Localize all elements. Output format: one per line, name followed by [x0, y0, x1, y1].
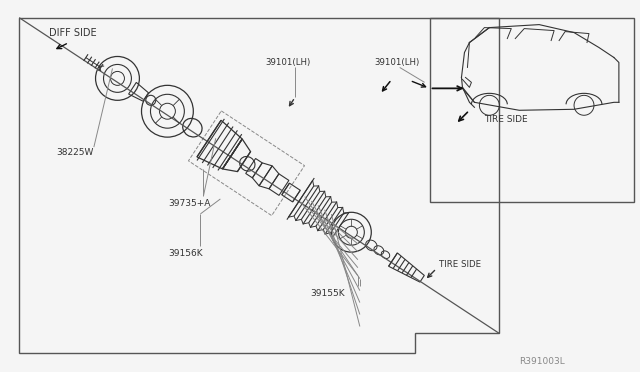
Text: 39735+A: 39735+A	[168, 199, 211, 208]
Text: 39101(LH): 39101(LH)	[265, 58, 310, 67]
Text: TIRE SIDE: TIRE SIDE	[438, 260, 481, 269]
Text: 39156K: 39156K	[168, 249, 203, 258]
Text: TIRE SIDE: TIRE SIDE	[484, 115, 528, 124]
Text: R391003L: R391003L	[519, 357, 565, 366]
Text: 38225W: 38225W	[56, 148, 93, 157]
Text: DIFF SIDE: DIFF SIDE	[49, 28, 97, 38]
Text: 39101(LH): 39101(LH)	[375, 58, 420, 67]
Text: 39155K: 39155K	[310, 289, 345, 298]
